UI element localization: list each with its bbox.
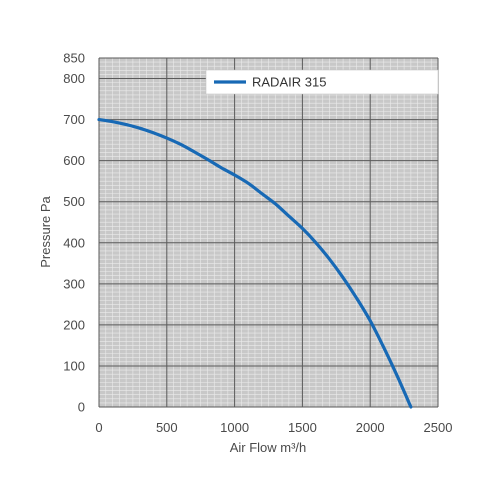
x-tick-label: 500 — [156, 420, 178, 435]
y-tick-label: 100 — [63, 358, 85, 373]
series-lines — [97, 117, 413, 409]
y-tick-label: 800 — [63, 71, 85, 86]
series-line — [97, 117, 413, 409]
y-axis-title: Pressure Pa — [38, 195, 53, 267]
y-tick-label: 200 — [63, 317, 85, 332]
x-tick-labels: 0 500 1000 1500 2000 2500 — [95, 420, 452, 435]
x-tick-label: 0 — [95, 420, 102, 435]
y-tick-label: 300 — [63, 276, 85, 291]
x-tick-label: 2500 — [424, 420, 453, 435]
y-tick-label: 0 — [78, 400, 85, 415]
x-axis-title: Air Flow m³/h — [230, 440, 307, 455]
y-tick-label: 700 — [63, 112, 85, 127]
y-tick-labels: 0 100 200 300 400 500 600 700 800 850 — [63, 51, 85, 415]
x-tick-label: 2000 — [356, 420, 385, 435]
x-tick-label: 1000 — [220, 420, 249, 435]
y-tick-label: 600 — [63, 153, 85, 168]
legend-label: RADAIR 315 — [252, 75, 326, 90]
y-tick-label: 850 — [63, 51, 85, 66]
legend: RADAIR 315 — [205, 69, 439, 95]
y-tick-label: 400 — [63, 235, 85, 250]
x-tick-label: 1500 — [288, 420, 317, 435]
y-tick-label: 500 — [63, 194, 85, 209]
